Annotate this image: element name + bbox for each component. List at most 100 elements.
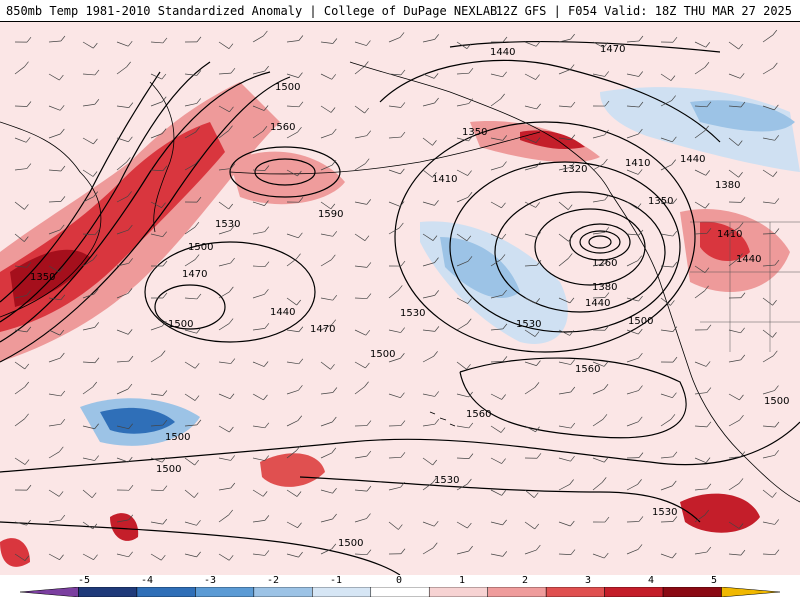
colorbar-segment — [487, 587, 547, 597]
wind-barb — [490, 361, 504, 363]
wind-barb-flag — [774, 104, 779, 111]
wind-barb-flag — [637, 544, 643, 550]
wind-barb — [116, 229, 129, 235]
wind-barb — [252, 130, 264, 139]
wind-barb-flag — [604, 516, 610, 523]
wind-barb — [320, 361, 331, 370]
wind-barb-flag — [58, 491, 64, 497]
wind-barb — [116, 162, 127, 171]
wind-barb-flag — [296, 491, 302, 497]
wind-barb-flag — [332, 38, 338, 44]
wind-barb-flag — [94, 423, 99, 429]
wind-barb — [150, 73, 163, 80]
wind-barb-flag — [570, 101, 576, 108]
wind-barb-flag — [26, 36, 32, 43]
contour-label: 1470 — [600, 44, 625, 55]
wind-barb-flag — [467, 256, 473, 262]
wind-barb-flag — [59, 554, 64, 560]
wind-barb-flag — [128, 224, 133, 231]
wind-barb — [626, 329, 639, 335]
contour-1530 — [0, 71, 271, 343]
wind-barb-flag — [569, 297, 575, 304]
wind-barb-flag — [672, 136, 677, 143]
wind-barb — [116, 66, 127, 75]
wind-barb — [558, 391, 571, 395]
wind-barb — [48, 297, 61, 301]
contour-label: 1590 — [318, 209, 343, 220]
wind-barb-flag — [93, 554, 98, 560]
wind-barb-flag — [196, 551, 201, 558]
wind-barb — [14, 66, 25, 75]
wind-barb-flag — [704, 267, 710, 273]
wind-barb-flag — [400, 420, 406, 426]
cool-anomaly-region — [100, 407, 175, 434]
wind-barb — [14, 295, 27, 299]
wind-barb — [116, 41, 129, 47]
wind-barb — [218, 457, 231, 461]
contour-label: 1500 — [370, 349, 395, 360]
wind-barb — [456, 137, 469, 142]
wind-barb-flag — [94, 229, 100, 236]
wind-barb-flag — [26, 163, 32, 169]
wind-barb — [694, 105, 707, 108]
wind-barb — [388, 290, 399, 299]
wind-barb-flag — [162, 419, 168, 426]
colorbar-segment — [136, 587, 196, 597]
wind-barb — [388, 37, 401, 43]
asia-coastline — [0, 121, 102, 318]
contour-label: 1380 — [592, 282, 617, 293]
wind-barb-flag — [127, 40, 133, 47]
wind-barb-flag — [774, 228, 780, 234]
wind-barb-flag — [670, 414, 676, 420]
wind-barb — [48, 229, 61, 235]
wind-barb — [320, 259, 332, 267]
wind-barb — [116, 329, 129, 335]
wind-barb-flag — [772, 29, 778, 36]
wind-barb-flag — [92, 381, 98, 388]
wind-barb — [320, 297, 333, 301]
wind-barb-flag — [534, 523, 540, 530]
wind-barb-flag — [128, 258, 133, 264]
wind-barb — [82, 41, 94, 49]
contour-label: 1530 — [434, 475, 459, 486]
wind-barb — [592, 231, 605, 235]
wind-barb — [626, 133, 639, 139]
wind-barb — [660, 485, 673, 491]
wind-barb-flag — [739, 394, 744, 401]
wind-barb-flag — [332, 294, 338, 301]
wind-barb — [728, 419, 740, 427]
wind-barb — [728, 359, 741, 363]
wind-barb-flag — [194, 221, 200, 228]
wind-barb — [626, 201, 638, 209]
wind-barb-flag — [26, 519, 31, 526]
wind-barb-flag — [536, 360, 541, 366]
wind-barb-flag — [536, 232, 541, 238]
wind-barb — [184, 297, 197, 300]
wind-barb-flag — [399, 222, 404, 229]
wind-barb-flag — [432, 542, 438, 548]
wind-barb — [626, 169, 639, 175]
wind-barb — [694, 130, 705, 139]
wind-barb-flag — [400, 392, 405, 398]
wind-barb-flag — [704, 509, 710, 516]
wind-barb-flag — [671, 480, 677, 487]
wind-barb-flag — [228, 203, 234, 210]
wind-barb — [14, 386, 25, 395]
wind-barb-flag — [739, 414, 744, 421]
wind-barb — [14, 265, 27, 268]
wind-barb-flag — [94, 357, 100, 363]
wind-barb-flag — [24, 204, 29, 210]
wind-barb — [184, 424, 197, 427]
wind-barb — [456, 196, 469, 203]
wind-barb-flag — [196, 328, 201, 334]
wind-barb — [354, 329, 366, 336]
wind-barb-flag — [570, 520, 575, 527]
wind-barb — [490, 294, 503, 299]
colorbar-tick: 0 — [395, 575, 403, 586]
wind-barb-flag — [366, 130, 372, 136]
wind-barb-flag — [161, 128, 167, 134]
wind-barb — [422, 73, 435, 79]
wind-barb — [82, 425, 95, 430]
wind-barb-flag — [228, 318, 234, 324]
contour-1500 — [0, 521, 401, 575]
